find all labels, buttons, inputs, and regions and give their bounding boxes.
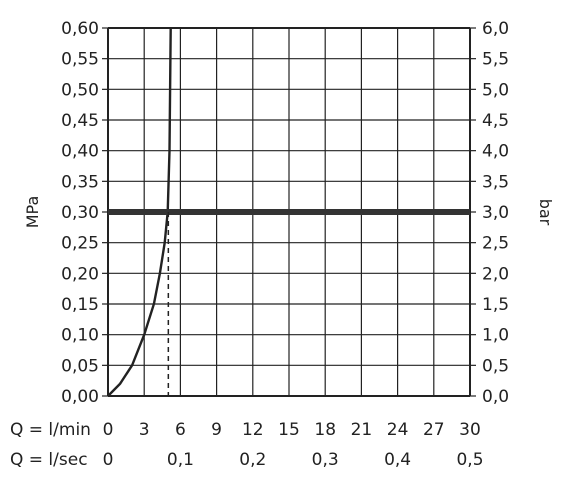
y-tick-label-left: 0,10 — [61, 326, 99, 346]
y-tick-label-right: 1,5 — [482, 295, 509, 315]
y-tick-label-right: 3,5 — [482, 172, 509, 192]
y-tick-label-left: 0,25 — [61, 234, 99, 254]
y-tick-label-left: 0,50 — [61, 80, 99, 100]
y-tick-label-left: 0,30 — [61, 203, 99, 223]
y-tick-label-left: 0,00 — [61, 387, 99, 407]
y-tick-label-right: 4,0 — [482, 142, 509, 162]
y-tick-label-left: 0,55 — [61, 50, 99, 70]
x-tick-label-lsec: 0,1 — [167, 450, 194, 470]
y-tick-label-right: 4,5 — [482, 111, 509, 131]
y-tick-label-left: 0,45 — [61, 111, 99, 131]
y-tick-label-right: 5,5 — [482, 50, 509, 70]
x-tick-label-lmin: 3 — [139, 420, 150, 440]
x-tick-label-lmin: 24 — [387, 420, 409, 440]
x-ticks-lmin: 0 3 6 9 12 15 18 21 24 27 30 — [103, 420, 481, 440]
y-axis-label-left: MPa — [23, 196, 42, 229]
y-tick-label-left: 0,40 — [61, 142, 99, 162]
y-tick-label-right: 0,5 — [482, 356, 509, 376]
x-tick-label-lmin: 21 — [351, 420, 373, 440]
y-axis-label-right: bar — [536, 199, 555, 226]
x-ticks-lsec: 0 0,1 0,2 0,3 0,4 0,5 — [103, 450, 484, 470]
y-tick-label-left: 0,15 — [61, 295, 99, 315]
x-tick-label-lmin: 0 — [103, 420, 114, 440]
x-tick-label-lsec: 0,5 — [456, 450, 483, 470]
y-tick-label-right: 2,5 — [482, 234, 509, 254]
x-tick-label-lmin: 30 — [459, 420, 481, 440]
y-tick-label-left: 0,20 — [61, 264, 99, 284]
y-tick-label-right: 2,0 — [482, 264, 509, 284]
y-tick-label-left: 0,60 — [61, 19, 99, 39]
x-row2-label: Q = l/sec — [10, 450, 88, 470]
y-ticks-right: 0,0 0,5 1,0 1,5 2,0 2,5 3,0 3,5 4,0 4,5 5,0 5,5 6,0 — [470, 19, 509, 407]
y-ticks-left: 0,00 0,05 0,10 0,15 0,20 0,25 0,30 0,35 0,40 0,45… — [61, 19, 108, 407]
y-tick-label-right: 1,0 — [482, 326, 509, 346]
y-tick-label-right: 0,0 — [482, 387, 509, 407]
x-tick-label-lsec: 0 — [103, 450, 114, 470]
x-tick-label-lmin: 9 — [211, 420, 222, 440]
x-tick-label-lsec: 0,3 — [312, 450, 339, 470]
x-tick-label-lmin: 6 — [175, 420, 186, 440]
flow-curve — [107, 27, 172, 397]
x-tick-label-lmin: 15 — [278, 420, 300, 440]
y-tick-label-right: 6,0 — [482, 19, 509, 39]
x-tick-label-lsec: 0,4 — [384, 450, 411, 470]
y-tick-label-left: 0,05 — [61, 356, 99, 376]
x-tick-label-lmin: 18 — [314, 420, 336, 440]
x-row1-label: Q = l/min — [10, 420, 91, 440]
y-tick-label-right: 3,0 — [482, 203, 509, 223]
x-tick-label-lsec: 0,2 — [239, 450, 266, 470]
y-tick-label-left: 0,35 — [61, 172, 99, 192]
y-tick-label-right: 5,0 — [482, 80, 509, 100]
x-tick-label-lmin: 12 — [242, 420, 264, 440]
x-tick-label-lmin: 27 — [423, 420, 445, 440]
